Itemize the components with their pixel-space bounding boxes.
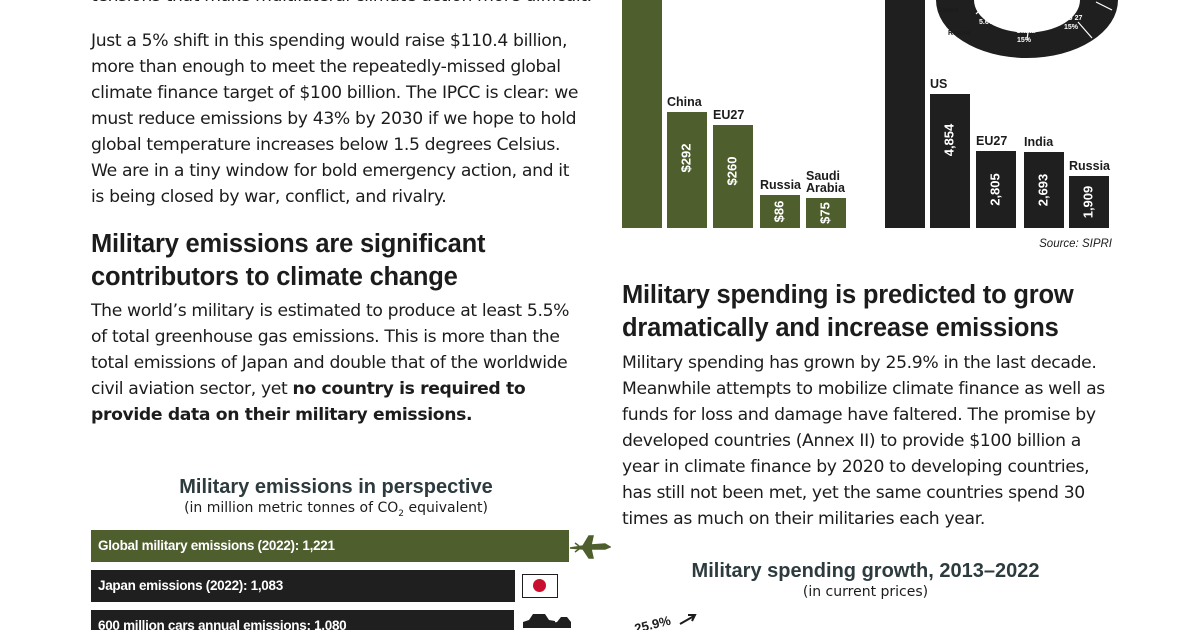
growth-indicator: 25.9% [633,613,697,630]
bar-value-label: 2,693 [1035,174,1050,207]
paragraph-normal-text: The world’s military is estimated to pro… [91,301,570,399]
bar-country-label: US [930,77,947,91]
paragraph-military-emissions: The world’s military is estimated to pro… [91,298,581,428]
growth-label: 25.9% [633,613,673,630]
bar-total-0 [622,0,662,228]
donut-label-eu27: EU 27 [1063,15,1083,22]
subtitle-text: (in million metric tonnes of CO [184,500,399,516]
bar-cars: 600 million cars annual emissions: 1,080 [91,610,514,630]
bar-country-label: EU27 [976,134,1007,148]
growth-arrow-icon [679,614,697,625]
emissions-chart-subtitle: (in million metric tonnes of CO2 equival… [91,500,581,519]
bar-global-military: Global military emissions (2022): 1,221 [91,530,569,562]
donut-pct-russia: 5.6% [979,19,996,26]
donut-label-china: China [1016,28,1036,35]
donut-pct-japan: 3.9% [980,3,997,10]
growth-chart-title: Military spending growth, 2013–2022 [691,560,1040,582]
bar-us-1 [930,94,970,228]
chart-source: Source: SIPRI [1039,238,1113,250]
bar-value-label: 2,805 [987,173,1002,206]
donut-label-japan: Japan [938,7,958,14]
bar-value-label: $75 [817,202,832,224]
bar-saudi-arabia-0 [806,198,846,228]
bar-eu27-0 [713,125,753,228]
heading-military-emissions: Military emissions are significant contr… [91,230,486,291]
bar-country-label: China [667,95,703,109]
bar-russia-1 [1069,176,1109,228]
bar-value-label: 4,854 [941,123,956,156]
bar-total-1 [885,0,925,228]
bar-country-label: Saudi Arabia [806,169,846,195]
bar-country-label: Russia [1069,159,1111,173]
paragraph-military-spending: Military spending has grown by 25.9% in … [622,353,1105,529]
bar-country-label: India [1024,135,1054,149]
bar-country-label: EU27 [713,108,744,122]
donut-label-russia: Russia [948,30,971,37]
donut-pct-china: 15% [1017,37,1032,44]
subtitle-subscript: 2 [398,508,405,519]
bar-eu27-1 [976,151,1016,228]
bar-value-label: $260 [724,157,739,186]
bar-japan: Japan emissions (2022): 1,083 [91,570,515,602]
growth-chart-subtitle: (in current prices) [802,584,929,600]
spending-bar-charts: China $292 EU27 $260 Russia $86 Saudi Arabia $75… [622,0,1118,250]
bar-value-label: $86 [771,201,786,223]
japan-flag-icon [522,574,558,598]
subtitle-text-end: equivalent) [404,500,488,516]
paragraph-spending-shift: Just a 5% shift in this spending would r… [91,31,579,207]
emissions-bars: Global military emissions (2022): 1,221 … [91,530,631,630]
donut-ring [936,0,1118,58]
bar-india-1 [1024,152,1064,228]
bar-china-0 [667,112,707,228]
donut-pct-eu27: 15% [1064,24,1079,31]
car-icon [523,614,571,628]
cut-off-text-line: tensions that make multilateral climate … [91,0,592,9]
paragraph-bold-text: no country is required to provide data o… [91,379,526,425]
bar-value-label: $292 [678,144,693,173]
bar-russia-0 [760,195,800,228]
emissions-chart-title: Military emissions in perspective [179,476,493,498]
bar-value-label: 1,909 [1080,186,1095,219]
bars-layer: China $292 EU27 $260 Russia $86 Saudi Arabia $75… [622,0,1111,228]
bar-country-label: Russia [760,178,802,192]
heading-military-spending: Military spending is predicted to grow d… [622,281,1074,342]
fighter-jet-icon [569,535,611,559]
donut-chart: 3.9% Japan 5.6% Russia China 15% EU 27 1… [936,0,1118,58]
